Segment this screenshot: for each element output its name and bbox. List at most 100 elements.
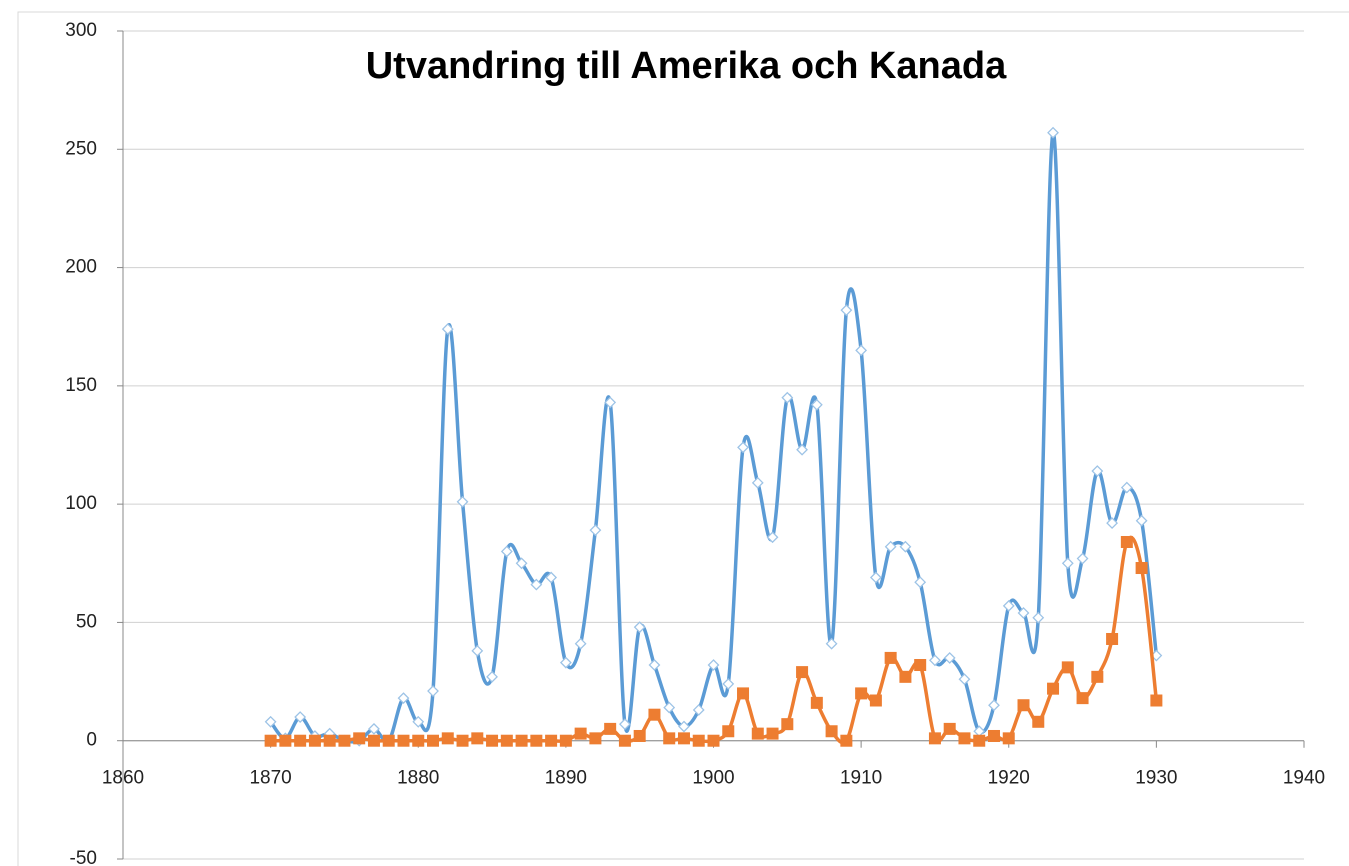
marker — [914, 659, 927, 672]
marker — [987, 729, 1000, 742]
marker — [737, 687, 750, 700]
marker — [869, 571, 882, 584]
marker — [899, 670, 912, 683]
marker — [1047, 126, 1059, 139]
marker — [707, 659, 720, 671]
marker — [1061, 661, 1074, 674]
marker — [353, 732, 366, 745]
marker — [1091, 670, 1104, 683]
marker — [500, 545, 513, 558]
marker — [899, 540, 912, 553]
marker — [486, 734, 499, 747]
marker — [884, 540, 897, 553]
y-tick-label: 300 — [65, 20, 97, 41]
marker — [928, 732, 941, 745]
marker — [737, 441, 749, 454]
marker — [382, 734, 395, 747]
marker — [515, 734, 528, 747]
marker — [796, 443, 808, 456]
marker — [412, 715, 425, 728]
y-tick-label: 200 — [65, 257, 97, 278]
chart-frame — [17, 11, 1349, 866]
marker — [633, 729, 646, 742]
y-tick-label: 250 — [65, 138, 97, 159]
series-line — [270, 535, 1159, 745]
marker — [1017, 699, 1030, 712]
marker — [988, 699, 1000, 712]
marker — [1150, 694, 1163, 707]
marker — [677, 732, 690, 745]
marker — [412, 734, 425, 747]
marker — [456, 734, 469, 747]
marker — [1047, 682, 1060, 695]
marker — [633, 621, 646, 634]
marker — [958, 732, 971, 745]
x-tick-label: 1890 — [545, 768, 587, 789]
x-tick-label: 1910 — [840, 768, 882, 789]
marker — [559, 656, 572, 669]
marker — [825, 725, 838, 738]
y-tick-label: 0 — [86, 730, 97, 751]
marker — [692, 734, 705, 747]
marker — [958, 673, 971, 686]
marker — [441, 732, 454, 745]
marker — [796, 666, 809, 679]
marker — [1002, 599, 1015, 612]
y-tick-label: -50 — [70, 848, 97, 866]
marker — [604, 722, 617, 735]
marker — [722, 678, 735, 690]
marker — [574, 637, 587, 650]
marker — [648, 659, 661, 671]
marker — [338, 734, 351, 747]
marker — [914, 576, 927, 589]
marker — [486, 670, 498, 683]
x-tick-label: 1860 — [102, 768, 144, 789]
marker — [1135, 514, 1148, 527]
marker — [294, 734, 307, 747]
y-tick-label: 150 — [65, 375, 97, 396]
marker — [604, 396, 617, 409]
marker — [530, 734, 543, 747]
x-tick-label: 1930 — [1135, 768, 1177, 789]
marker — [810, 398, 823, 411]
marker — [663, 701, 676, 714]
marker — [1076, 692, 1089, 705]
marker — [1135, 562, 1148, 575]
marker — [840, 734, 853, 747]
marker — [766, 531, 779, 544]
marker — [1061, 557, 1074, 570]
marker — [397, 734, 410, 747]
marker — [589, 732, 602, 745]
marker — [279, 734, 292, 747]
marker — [1120, 535, 1133, 548]
marker — [294, 711, 307, 723]
marker — [781, 718, 794, 731]
marker — [663, 732, 676, 745]
marker — [751, 476, 764, 489]
marker — [545, 734, 558, 747]
marker — [810, 696, 823, 709]
marker — [1002, 732, 1015, 745]
marker — [397, 692, 410, 705]
marker — [943, 722, 956, 735]
marker — [766, 727, 779, 740]
marker — [855, 344, 868, 357]
marker — [427, 734, 440, 747]
marker — [1091, 465, 1104, 477]
marker — [678, 720, 690, 733]
x-tick-label: 1870 — [249, 768, 291, 789]
x-tick-label: 1920 — [988, 768, 1030, 789]
marker — [751, 727, 764, 740]
marker — [441, 323, 454, 335]
x-tick-label: 1900 — [692, 768, 734, 789]
marker — [427, 685, 439, 697]
marker — [308, 734, 321, 747]
marker — [471, 644, 484, 657]
marker — [530, 578, 543, 591]
x-tick-label: 1880 — [397, 768, 439, 789]
series — [264, 126, 1163, 747]
marker — [1120, 481, 1133, 494]
y-tick-label: 50 — [76, 611, 97, 632]
series-line — [269, 130, 1159, 744]
marker — [618, 734, 631, 747]
